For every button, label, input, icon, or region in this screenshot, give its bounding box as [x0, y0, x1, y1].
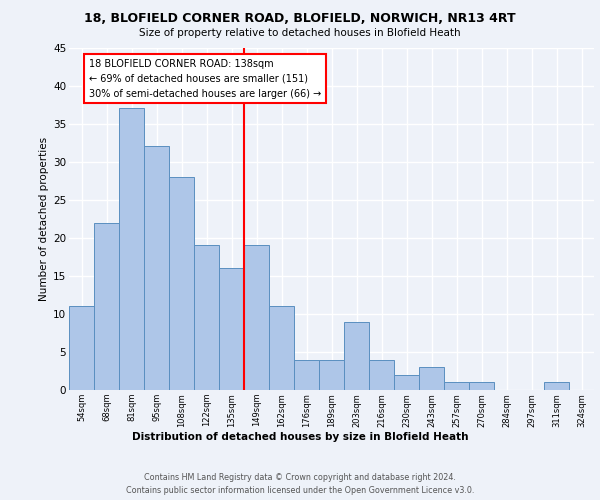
- Bar: [244, 246, 269, 390]
- Text: 18, BLOFIELD CORNER ROAD, BLOFIELD, NORWICH, NR13 4RT: 18, BLOFIELD CORNER ROAD, BLOFIELD, NORW…: [84, 12, 516, 26]
- Bar: [194, 246, 219, 390]
- Text: Distribution of detached houses by size in Blofield Heath: Distribution of detached houses by size …: [132, 432, 468, 442]
- Bar: [394, 375, 419, 390]
- Text: Contains HM Land Registry data © Crown copyright and database right 2024.
Contai: Contains HM Land Registry data © Crown c…: [126, 474, 474, 495]
- Bar: [344, 322, 369, 390]
- Bar: [119, 108, 144, 390]
- Bar: [294, 360, 319, 390]
- Y-axis label: Number of detached properties: Number of detached properties: [39, 136, 49, 301]
- Bar: [219, 268, 244, 390]
- Bar: [369, 360, 394, 390]
- Text: 18 BLOFIELD CORNER ROAD: 138sqm
← 69% of detached houses are smaller (151)
30% o: 18 BLOFIELD CORNER ROAD: 138sqm ← 69% of…: [89, 59, 321, 98]
- Bar: [69, 306, 94, 390]
- Bar: [144, 146, 169, 390]
- Bar: [319, 360, 344, 390]
- Bar: [269, 306, 294, 390]
- Bar: [169, 177, 194, 390]
- Bar: [544, 382, 569, 390]
- Bar: [419, 367, 444, 390]
- Bar: [444, 382, 469, 390]
- Bar: [94, 222, 119, 390]
- Text: Size of property relative to detached houses in Blofield Heath: Size of property relative to detached ho…: [139, 28, 461, 38]
- Bar: [469, 382, 494, 390]
